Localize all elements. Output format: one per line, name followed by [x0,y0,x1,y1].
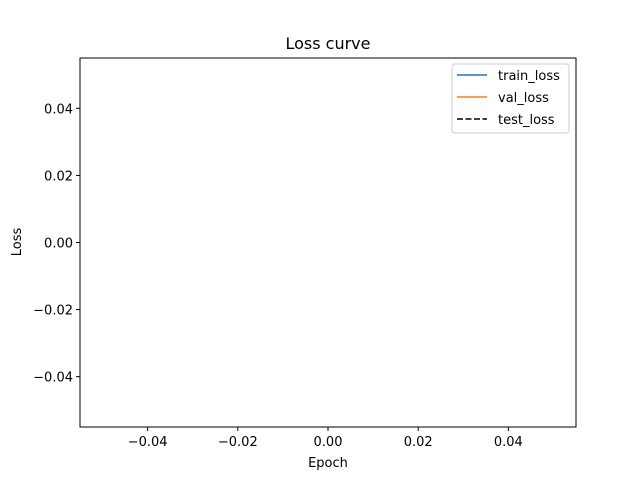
x-tick-label: 0.04 [494,435,523,450]
y-tick-label: 0.02 [44,169,73,184]
x-tick-label: −0.02 [218,435,258,450]
legend-label-train-loss: train_loss [498,69,560,84]
legend: train_loss val_loss test_loss [451,63,570,134]
x-tick-label: 0.02 [404,435,433,450]
y-tick-label: −0.04 [33,371,73,386]
chart-title: Loss curve [285,34,370,53]
x-axis-label: Epoch [308,456,348,471]
y-tick-label: −0.02 [33,304,73,319]
legend-label-val-loss: val_loss [498,91,549,106]
y-axis-label: Loss [10,228,25,257]
y-tick-label: 0.04 [44,102,73,117]
legend-box [451,63,570,134]
legend-label-test-loss: test_loss [498,113,555,128]
y-ticks: −0.04 −0.02 0.00 0.02 0.04 [33,102,80,386]
x-tick-label: −0.04 [128,435,168,450]
x-tick-label: 0.00 [314,435,343,450]
x-ticks: −0.04 −0.02 0.00 0.02 0.04 [128,427,523,450]
plot-frame [79,57,577,428]
y-tick-label: 0.00 [44,237,73,252]
